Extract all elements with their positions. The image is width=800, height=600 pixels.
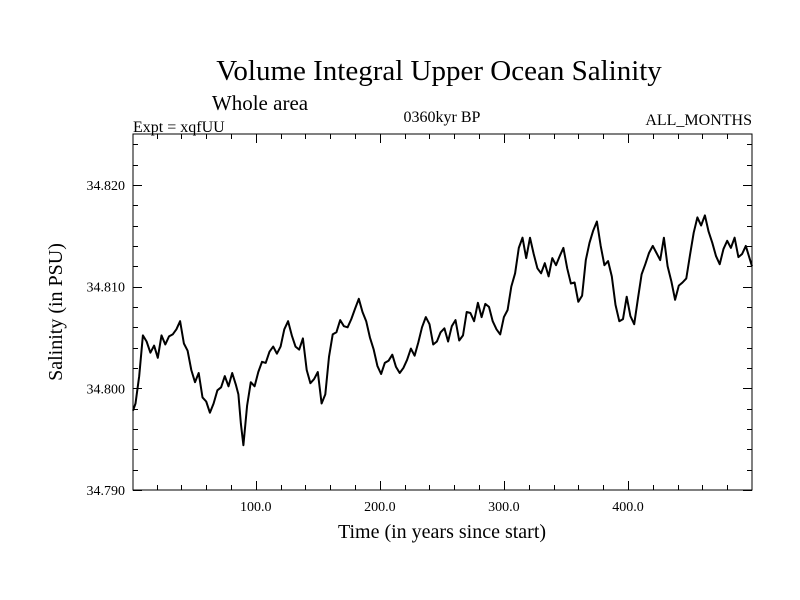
y-tick-labels: 34.790 34.800 34.810 34.820 <box>87 179 126 499</box>
x-tick-label: 200.0 <box>364 500 396 515</box>
y-tick-label: 34.790 <box>87 484 126 499</box>
salinity-series-line <box>132 214 753 447</box>
x-tick-label: 100.0 <box>240 500 272 515</box>
y-tick-label: 34.800 <box>87 382 126 397</box>
axis-ticks <box>133 134 752 491</box>
y-axis-label: Salinity (in PSU) <box>45 243 67 381</box>
x-axis-label: Time (in years since start) <box>338 521 546 543</box>
months-label: ALL_MONTHS <box>645 112 752 129</box>
y-tick-label: 34.820 <box>87 179 126 194</box>
experiment-label: Expt = xqfUU <box>133 119 225 136</box>
y-tick-label: 34.810 <box>87 281 126 296</box>
period-label: 0360kyr BP <box>404 109 481 126</box>
x-tick-label: 400.0 <box>612 500 644 515</box>
chart-title: Volume Integral Upper Ocean Salinity <box>216 55 662 87</box>
plot-frame <box>132 133 753 491</box>
x-tick-label: 300.0 <box>488 500 520 515</box>
chart-subtitle: Whole area <box>212 91 309 115</box>
x-tick-labels: 100.0 200.0 300.0 400.0 <box>240 500 644 515</box>
